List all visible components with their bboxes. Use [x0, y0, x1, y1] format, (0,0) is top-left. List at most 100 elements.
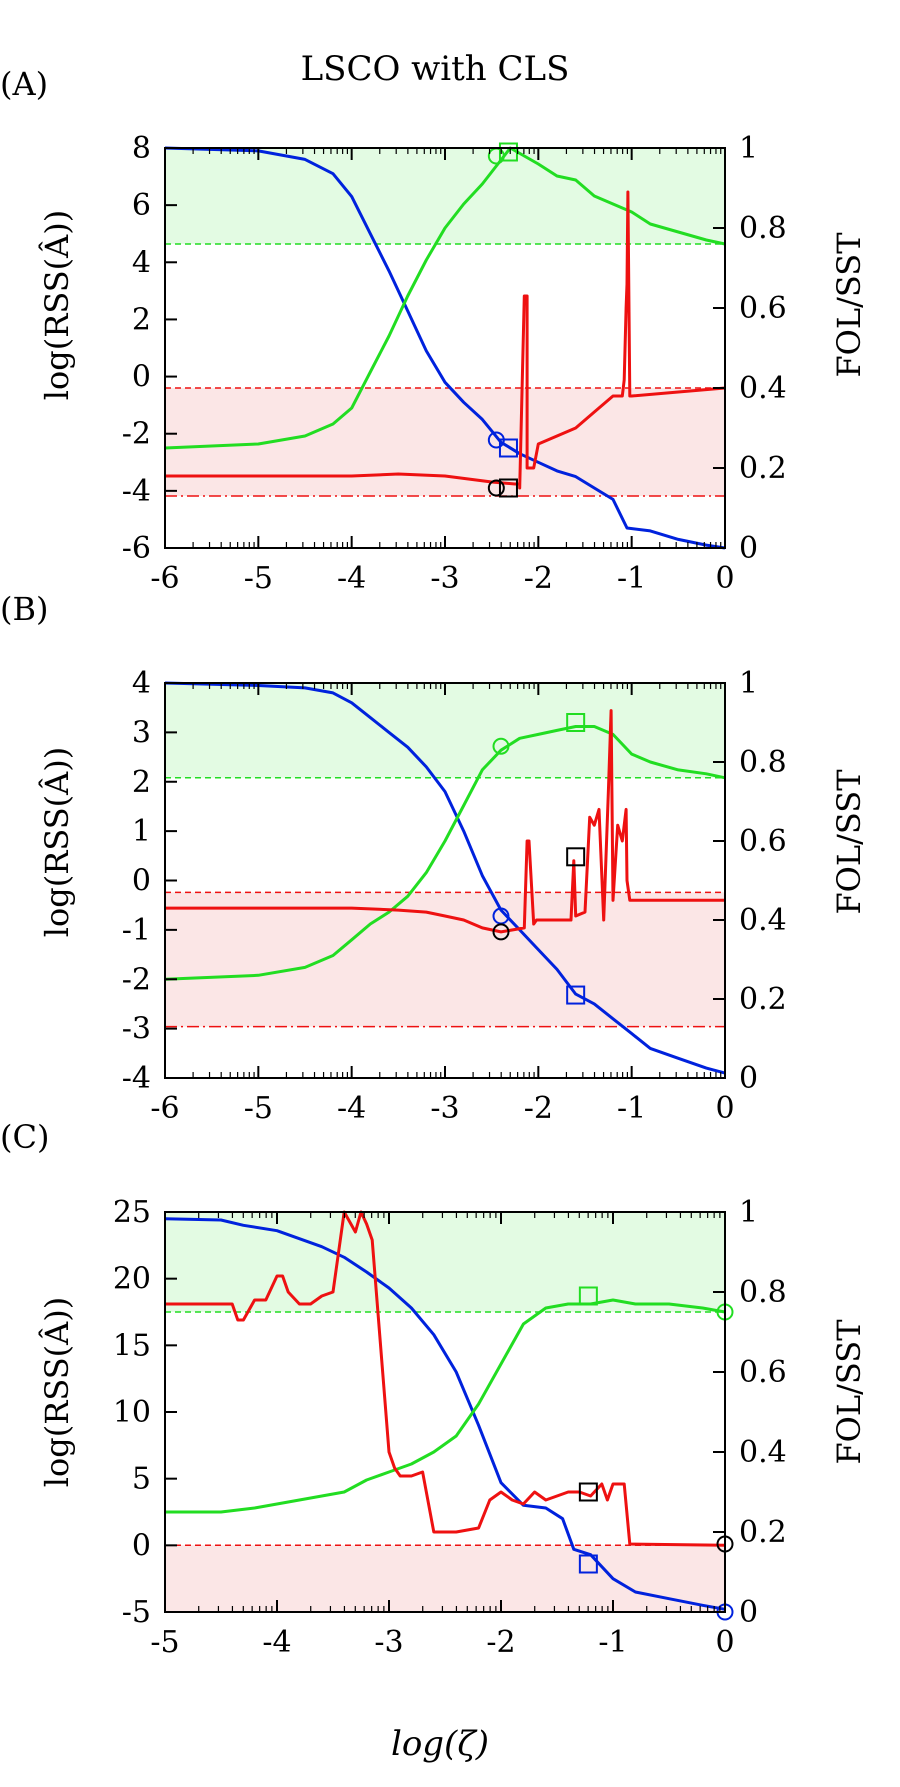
- x-tick-label: -6: [150, 1091, 179, 1126]
- x-tick-label: 0: [715, 1625, 734, 1660]
- figure-title: LSCO with CLS: [301, 49, 570, 89]
- series-log-rss: [164, 1217, 726, 1611]
- x-tick-label: -3: [430, 1091, 459, 1126]
- panel-label: (A): [0, 65, 48, 103]
- x-tick-label: -2: [524, 1091, 553, 1126]
- y-tick-label-left: 0: [132, 864, 151, 899]
- background-bands: [165, 1212, 725, 1612]
- marker-square: [566, 847, 586, 867]
- axis-ticks: -6 -5 -4 -3 -2 -1 0 -6 -4 -2 0 2 4 6 8 0 0.2 0.4 0.6 0.8 1: [122, 131, 787, 596]
- reference-lines: [165, 1311, 725, 1546]
- y-axis-label-right: FOL/SST: [830, 769, 868, 915]
- y-tick-label-right: 0.8: [739, 211, 787, 246]
- series-log-rss: [164, 146, 726, 550]
- y-axis-label-left: log(RSS(Â)): [38, 1297, 76, 1487]
- y-tick-label-left: -6: [122, 531, 151, 566]
- panel-c: (C) -5 -4 -3 -2 -1 0 -5 0 5 10 15 20 25 0 0.2 0.4 0.6 0.8…: [0, 1118, 868, 1660]
- y-tick-label-left: 15: [113, 1328, 151, 1363]
- marker-circle: [487, 479, 505, 497]
- marker-square: [498, 142, 518, 162]
- y-tick-label-right: 0.2: [739, 451, 787, 486]
- y-tick-label-left: -2: [122, 417, 151, 452]
- y-tick-label-left: 2: [132, 765, 151, 800]
- series-fol: [164, 725, 726, 981]
- y-tick-label-left: 1: [132, 814, 151, 849]
- x-tick-label: -3: [430, 561, 459, 596]
- y-tick-label-left: -3: [122, 1012, 151, 1047]
- markers: [492, 713, 586, 1005]
- axis-ticks: -6 -5 -4 -3 -2 -1 0 -4 -3 -2 -1 0 1 2 3 4 0 0.2 0.4 0.6 0.8 1: [122, 666, 787, 1126]
- y-tick-label-right: 0.4: [739, 371, 787, 406]
- x-tick-label: -6: [150, 561, 179, 596]
- marker-square: [578, 1554, 598, 1574]
- y-axis-label-left: log(RSS(Â)): [38, 210, 76, 400]
- y-tick-label-left: 2: [132, 302, 151, 337]
- y-tick-label-right: 0.4: [739, 903, 787, 938]
- y-axis-label-left: log(RSS(Â)): [38, 747, 76, 937]
- y-tick-label-right: 0.8: [739, 745, 787, 780]
- y-tick-label-right: 1: [739, 666, 758, 701]
- marker-square: [578, 1482, 598, 1502]
- marker-square: [498, 478, 518, 498]
- red-band: [165, 892, 725, 1027]
- y-tick-label-left: -5: [122, 1595, 151, 1630]
- panel-label: (C): [0, 1118, 49, 1156]
- y-tick-label-right: 0: [739, 531, 758, 566]
- series-lines: [164, 146, 726, 550]
- y-tick-label-left: 4: [132, 666, 151, 701]
- reference-lines: [165, 777, 725, 1028]
- x-tick-label: 0: [715, 561, 734, 596]
- y-tick-label-left: 5: [132, 1462, 151, 1497]
- panel-a: (A) -6 -5 -4 -3 -2 -1 0 -6 -4 -2 0 2 4 6 8 0 0.2 0.4 0.6 0.…: [0, 65, 868, 596]
- y-tick-label-left: 3: [132, 715, 151, 750]
- panel-b: (B) -6 -5 -4 -3 -2 -1 0 -4 -3 -2 -1 0 1 2 3 4 0 0.2 0.4 0.6…: [0, 590, 868, 1126]
- y-tick-label-right: 1: [739, 1195, 758, 1230]
- series-log-rss: [164, 681, 726, 1075]
- y-tick-label-right: 0.6: [739, 291, 787, 326]
- y-axis-label-right: FOL/SST: [830, 1319, 868, 1465]
- marker-square: [566, 985, 586, 1005]
- y-tick-label-left: -1: [122, 913, 151, 948]
- series-fol: [165, 1298, 726, 1514]
- series-fol: [164, 146, 726, 450]
- y-tick-label-right: 0.6: [739, 824, 787, 859]
- marker-circle: [492, 923, 510, 941]
- y-tick-label-left: 0: [132, 1528, 151, 1563]
- y-tick-label-left: 25: [113, 1195, 151, 1230]
- y-tick-label-left: 0: [132, 360, 151, 395]
- y-axis-label-right: FOL/SST: [830, 232, 868, 378]
- x-tick-label: -5: [244, 561, 273, 596]
- series-lines: [164, 681, 726, 1075]
- x-tick-label: -4: [337, 561, 366, 596]
- markers: [578, 1286, 734, 1621]
- marker-circle: [492, 737, 510, 755]
- y-tick-label-left: 10: [113, 1395, 151, 1430]
- x-tick-label: 0: [715, 1091, 734, 1126]
- y-tick-label-left: -4: [122, 1061, 151, 1096]
- y-tick-label-left: 20: [113, 1262, 151, 1297]
- y-tick-label-right: 0: [739, 1595, 758, 1630]
- y-tick-label-left: 6: [132, 188, 151, 223]
- x-tick-label: -1: [617, 1091, 646, 1126]
- x-tick-label: -2: [524, 561, 553, 596]
- x-tick-label: -5: [244, 1091, 273, 1126]
- marker-square: [566, 713, 586, 732]
- x-tick-label: -3: [374, 1625, 403, 1660]
- x-tick-label: -1: [598, 1625, 627, 1660]
- axis-ticks: -5 -4 -3 -2 -1 0 -5 0 5 10 15 20 25 0 0.2 0.4 0.6 0.8 1: [113, 1195, 787, 1660]
- series-sst: [165, 709, 725, 934]
- y-tick-label-right: 0.2: [739, 982, 787, 1017]
- y-tick-label-right: 1: [739, 131, 758, 166]
- reference-lines: [165, 243, 725, 497]
- green-band: [165, 683, 725, 778]
- y-tick-label-right: 0.4: [739, 1435, 787, 1470]
- red-band: [165, 1545, 725, 1612]
- y-tick-label-right: 0: [739, 1061, 758, 1096]
- y-tick-label-right: 0.2: [739, 1515, 787, 1550]
- panel-label: (B): [0, 590, 48, 628]
- x-axis-label: log(ζ): [391, 1724, 489, 1764]
- marker-square: [578, 1286, 598, 1306]
- x-tick-label: -1: [617, 561, 646, 596]
- red-band: [165, 388, 725, 496]
